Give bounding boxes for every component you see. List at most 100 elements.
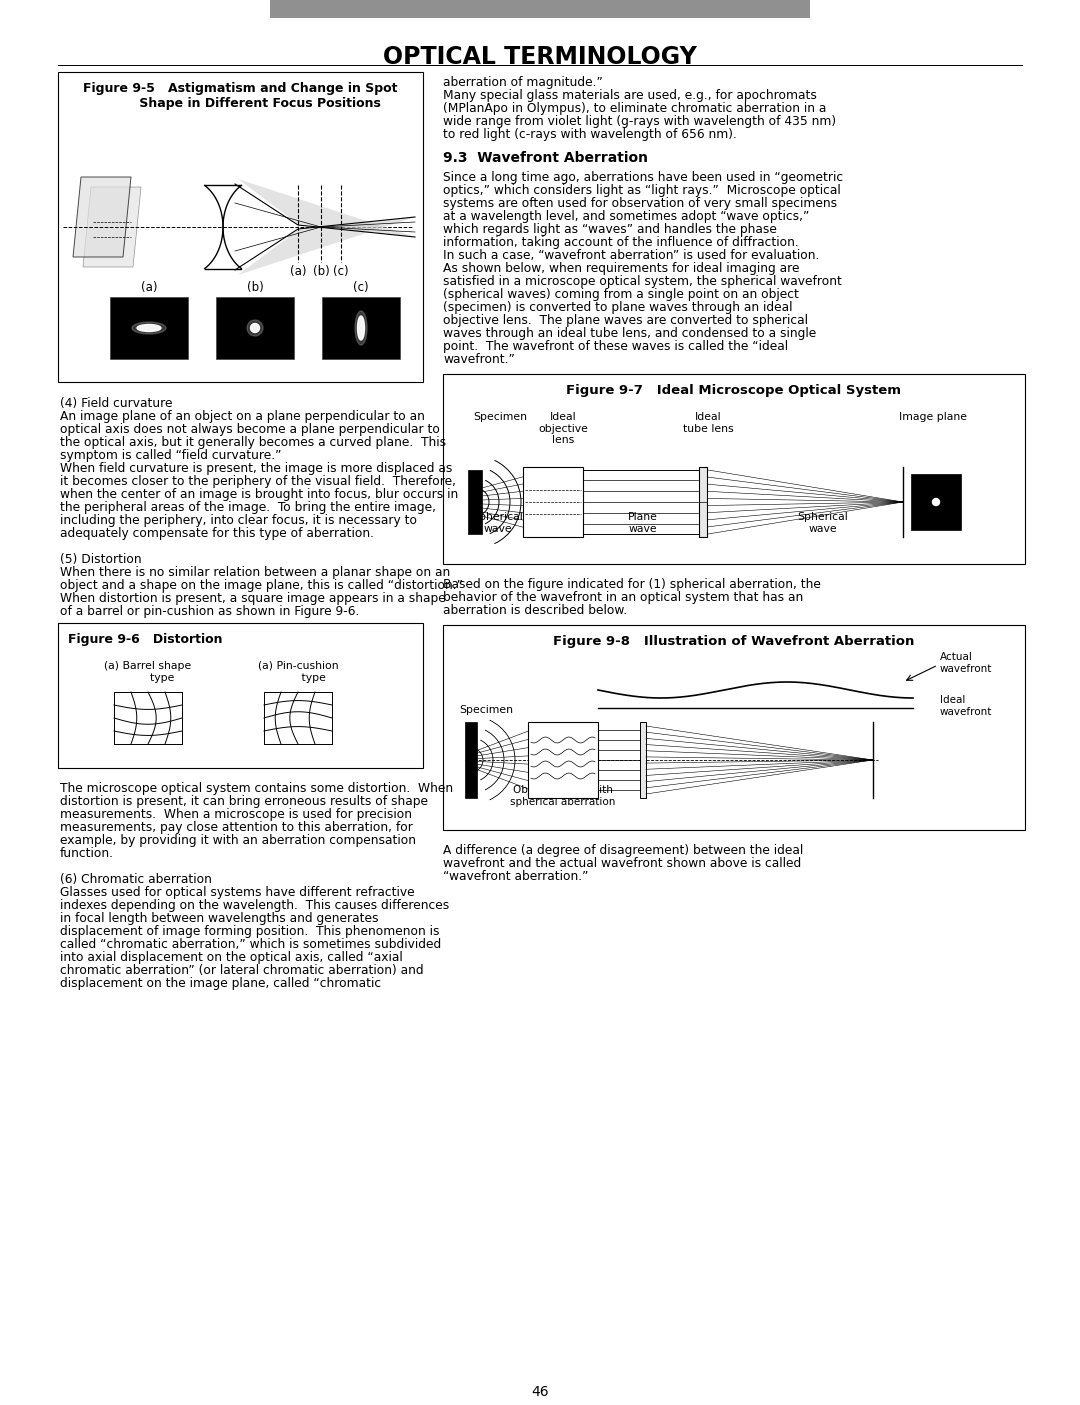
Text: adequately compensate for this type of aberration.: adequately compensate for this type of a… [60, 527, 374, 540]
Polygon shape [73, 177, 131, 257]
Text: into axial displacement on the optical axis, called “axial: into axial displacement on the optical a… [60, 951, 403, 964]
Polygon shape [238, 178, 415, 237]
Text: Figure 9-5   Astigmatism and Change in Spot
         Shape in Different Focus Po: Figure 9-5 Astigmatism and Change in Spo… [83, 81, 397, 110]
Bar [58, 72, 423, 382]
Text: The microscope optical system contains some distortion.  When: The microscope optical system contains s… [60, 783, 454, 795]
Text: when the center of an image is brought into focus, blur occurs in: when the center of an image is brought i… [60, 488, 458, 502]
Ellipse shape [247, 320, 264, 336]
Text: (b): (b) [312, 266, 329, 278]
Text: A difference (a degree of disagreement) between the ideal: A difference (a degree of disagreement) … [443, 844, 804, 857]
Text: point.  The wavefront of these waves is called the “ideal: point. The wavefront of these waves is c… [443, 340, 788, 353]
Text: which regards light as “waves” and handles the phase: which regards light as “waves” and handl… [443, 223, 777, 236]
Text: Figure 9-8   Illustration of Wavefront Aberration: Figure 9-8 Illustration of Wavefront Abe… [553, 635, 915, 648]
Text: (4) Field curvature: (4) Field curvature [60, 398, 173, 410]
Text: (a) Barrel shape
        type: (a) Barrel shape type [105, 660, 191, 683]
Text: the peripheral areas of the image.  To bring the entire image,: the peripheral areas of the image. To br… [60, 502, 436, 514]
Text: aberration of magnitude.”: aberration of magnitude.” [443, 76, 603, 89]
Text: Figure 9-7   Ideal Microscope Optical System: Figure 9-7 Ideal Microscope Optical Syst… [567, 384, 902, 398]
Text: measurements.  When a microscope is used for precision: measurements. When a microscope is used … [60, 808, 411, 821]
Bar [640, 722, 646, 798]
Text: An image plane of an object on a plane perpendicular to an: An image plane of an object on a plane p… [60, 410, 424, 423]
Text: symptom is called “field curvature.”: symptom is called “field curvature.” [60, 450, 282, 462]
Text: wavefront and the actual wavefront shown above is called: wavefront and the actual wavefront shown… [443, 857, 801, 870]
Text: OPTICAL TERMINOLOGY: OPTICAL TERMINOLOGY [383, 45, 697, 69]
Text: systems are often used for observation of very small specimens: systems are often used for observation o… [443, 197, 837, 209]
Text: at a wavelength level, and sometimes adopt “wave optics,”: at a wavelength level, and sometimes ado… [443, 209, 809, 223]
Text: function.: function. [60, 847, 114, 860]
Text: indexes depending on the wavelength.  This causes differences: indexes depending on the wavelength. Thi… [60, 899, 449, 912]
Text: wide range from violet light (g-rays with wavelength of 435 nm): wide range from violet light (g-rays wit… [443, 115, 836, 128]
Text: Based on the figure indicated for (1) spherical aberration, the: Based on the figure indicated for (1) sp… [443, 577, 821, 592]
Text: waves through an ideal tube lens, and condensed to a single: waves through an ideal tube lens, and co… [443, 327, 816, 340]
Text: displacement on the image plane, called “chromatic: displacement on the image plane, called … [60, 976, 381, 991]
Text: to red light (c-rays with wavelength of 656 nm).: to red light (c-rays with wavelength of … [443, 128, 737, 140]
Bar [465, 722, 477, 798]
Text: 9.3  Wavefront Aberration: 9.3 Wavefront Aberration [443, 150, 648, 164]
Text: objective lens.  The plane waves are converted to spherical: objective lens. The plane waves are conv… [443, 313, 808, 327]
Bar [468, 471, 482, 534]
Text: object and a shape on the image plane, this is called “distortion.”: object and a shape on the image plane, t… [60, 579, 463, 592]
Text: Many special glass materials are used, e.g., for apochromats: Many special glass materials are used, e… [443, 89, 816, 103]
Text: (b): (b) [246, 281, 264, 294]
Ellipse shape [355, 311, 367, 346]
Text: In such a case, “wavefront aberration” is used for evaluation.: In such a case, “wavefront aberration” i… [443, 249, 820, 261]
Text: Specimen: Specimen [459, 705, 513, 715]
Text: Specimen: Specimen [473, 412, 527, 422]
Text: (c): (c) [334, 266, 349, 278]
Bar [58, 622, 423, 769]
Text: Glasses used for optical systems have different refractive: Glasses used for optical systems have di… [60, 887, 415, 899]
Text: When distortion is present, a square image appears in a shape: When distortion is present, a square ima… [60, 592, 446, 606]
Text: satisfied in a microscope optical system, the spherical wavefront: satisfied in a microscope optical system… [443, 275, 842, 288]
Text: (spherical waves) coming from a single point on an object: (spherical waves) coming from a single p… [443, 288, 799, 301]
Text: Objective lens with
spherical aberration: Objective lens with spherical aberration [511, 785, 616, 806]
Bar [912, 473, 961, 530]
Text: Since a long time ago, aberrations have been used in “geometric: Since a long time ago, aberrations have … [443, 171, 843, 184]
Text: Actual
wavefront: Actual wavefront [940, 652, 993, 673]
Text: behavior of the wavefront in an optical system that has an: behavior of the wavefront in an optical … [443, 592, 804, 604]
Bar [699, 466, 707, 537]
Bar [322, 296, 400, 360]
Text: 46: 46 [531, 1385, 549, 1399]
Ellipse shape [137, 325, 161, 332]
Bar [110, 296, 188, 360]
Text: Figure 9-6   Distortion: Figure 9-6 Distortion [68, 634, 222, 646]
Bar [443, 374, 1025, 563]
Text: wavefront.”: wavefront.” [443, 353, 515, 365]
Ellipse shape [251, 323, 259, 333]
Bar [216, 296, 294, 360]
Text: distortion is present, it can bring erroneous results of shape: distortion is present, it can bring erro… [60, 795, 428, 808]
Text: (a) Pin-cushion
         type: (a) Pin-cushion type [258, 660, 338, 683]
Ellipse shape [132, 322, 166, 334]
Text: the optical axis, but it generally becomes a curved plane.  This: the optical axis, but it generally becom… [60, 436, 446, 450]
Bar [443, 625, 1025, 830]
Text: Ideal
objective
lens: Ideal objective lens [538, 412, 588, 445]
Text: in focal length between wavelengths and generates: in focal length between wavelengths and … [60, 912, 378, 924]
Text: Image plane: Image plane [899, 412, 967, 422]
Text: optics,” which considers light as “light rays.”  Microscope optical: optics,” which considers light as “light… [443, 184, 840, 197]
Text: chromatic aberration” (or lateral chromatic aberration) and: chromatic aberration” (or lateral chroma… [60, 964, 423, 976]
Text: including the periphery, into clear focus, it is necessary to: including the periphery, into clear focu… [60, 514, 417, 527]
Text: (6) Chromatic aberration: (6) Chromatic aberration [60, 873, 212, 887]
Text: Plane
wave: Plane wave [629, 511, 658, 534]
Text: (5) Distortion: (5) Distortion [60, 554, 141, 566]
Text: Spherical
wave: Spherical wave [798, 511, 849, 534]
Text: “wavefront aberration.”: “wavefront aberration.” [443, 870, 589, 882]
Text: When there is no similar relation between a planar shape on an: When there is no similar relation betwee… [60, 566, 450, 579]
Bar [528, 722, 598, 798]
Text: As shown below, when requirements for ideal imaging are: As shown below, when requirements for id… [443, 261, 799, 275]
Text: (a): (a) [140, 281, 158, 294]
Text: example, by providing it with an aberration compensation: example, by providing it with an aberrat… [60, 835, 416, 847]
Text: of a barrel or pin-cushion as shown in Figure 9-6.: of a barrel or pin-cushion as shown in F… [60, 606, 360, 618]
Text: (MPlanApo in Olympus), to eliminate chromatic aberration in a: (MPlanApo in Olympus), to eliminate chro… [443, 103, 826, 115]
Text: (a): (a) [289, 266, 307, 278]
Text: called “chromatic aberration,” which is sometimes subdivided: called “chromatic aberration,” which is … [60, 939, 442, 951]
Ellipse shape [932, 499, 940, 506]
Text: Spherical
wave: Spherical wave [473, 511, 524, 534]
Text: Ideal
wavefront: Ideal wavefront [940, 695, 993, 717]
Text: (specimen) is converted to plane waves through an ideal: (specimen) is converted to plane waves t… [443, 301, 793, 313]
Polygon shape [83, 187, 141, 267]
Text: displacement of image forming position.  This phenomenon is: displacement of image forming position. … [60, 924, 440, 939]
Polygon shape [238, 216, 415, 275]
Text: it becomes closer to the periphery of the visual field.  Therefore,: it becomes closer to the periphery of th… [60, 475, 456, 488]
Text: measurements, pay close attention to this aberration, for: measurements, pay close attention to thi… [60, 821, 413, 835]
